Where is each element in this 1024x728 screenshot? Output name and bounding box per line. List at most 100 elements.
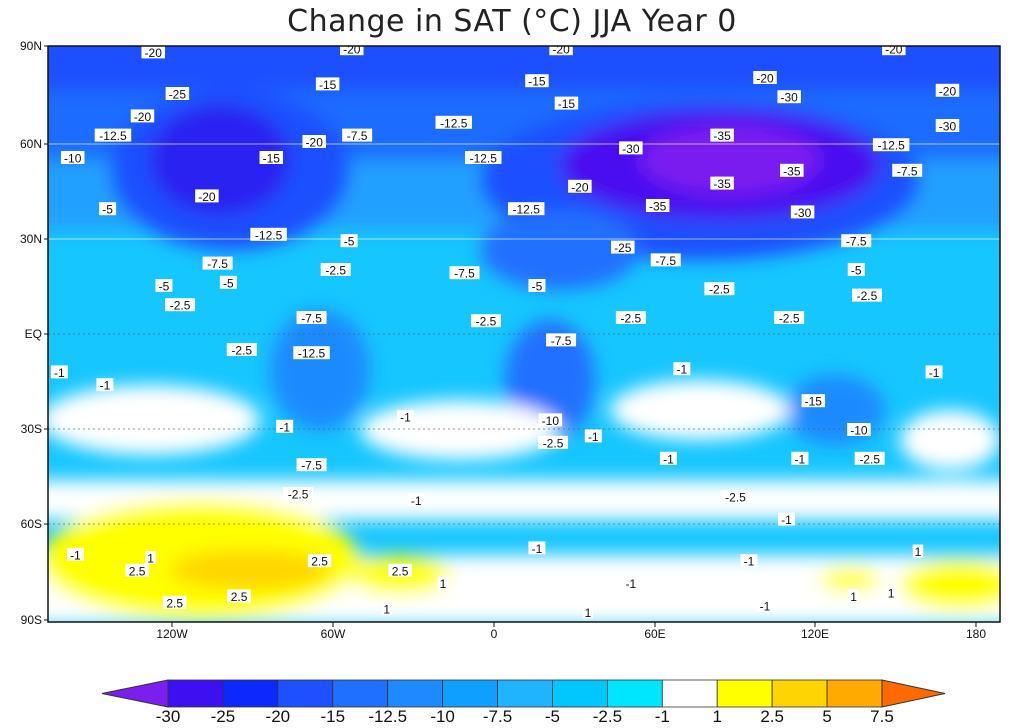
contour-label-text: -2.5 [725,491,746,505]
contour-label: -1 [925,365,943,380]
contour-label-text: -7.5 [347,129,368,143]
contour-label: -10 [847,423,871,438]
contour-label-text: -1 [929,366,940,380]
contour-label-text: -15 [805,395,823,409]
contour-label: -1 [96,378,114,393]
contour-label: -2.5 [720,490,751,505]
contour-label-text: -20 [756,72,774,86]
contour-label-text: -35 [713,177,731,191]
contour-label: -15 [554,96,579,111]
contour-label-text: -12.5 [440,116,468,130]
contour-label: -7.5 [296,311,327,326]
contour-label: -15 [525,74,549,89]
contour-label: -30 [619,141,643,156]
contour-label: -7.5 [841,234,872,249]
contour-label-text: -20 [552,43,570,57]
contour-label: -5 [528,279,546,294]
colorbar-swatch [167,679,224,708]
contour-label-text: -30 [622,142,640,156]
contour-label: 1 [885,586,897,601]
contour-label: -12.5 [250,227,287,242]
contour-label: 1 [437,576,449,591]
axes: 90N 60N 30N EQ 30S 60S 90S 120W 60W 0 60E 120E 180 [20,39,986,641]
contour-label-text: 2.5 [231,590,248,604]
contour-label: -20 [568,179,592,194]
contour-label-text: -5 [102,203,113,217]
contour-label: 2.5 [227,589,251,604]
contour-label-text: -7.5 [454,267,475,281]
contour-label-text: -2.5 [621,312,642,326]
contour-label: -20 [935,83,960,98]
contour-label: -12.5 [435,115,472,130]
contour-label-text: -25 [614,241,632,255]
contour-label: -30 [777,90,801,105]
colorbar-high-arrow [881,679,946,708]
contour-label-text: -2.5 [857,289,878,303]
colorbar-tick-label: 5 [822,707,831,726]
colorbar-tick-label: -12.5 [368,707,407,726]
contour-label: -20 [130,109,155,124]
colorbar-swatch [771,679,828,708]
contour-label-text: -20 [306,136,324,150]
contour-label-text: -15 [558,97,576,111]
colorbar-tick-label: -15 [320,707,345,726]
contour-label: -1 [50,365,68,380]
contour-label-text: -30 [780,91,798,105]
colorbar-tick-label: -10 [430,707,455,726]
contour-label-text: -15 [319,78,337,92]
colorbar-swatch [332,679,389,708]
contour-label-text: -1 [70,548,81,562]
contour-label: -1 [659,451,677,466]
contour-label-text: -1 [781,513,792,527]
contour-label-text: -1 [760,600,771,614]
contour-label-text: -1 [100,379,111,393]
lat-tick-label: 90S [21,613,42,627]
contour-label-text: -12.5 [99,129,127,143]
contour-label: -25 [611,240,635,255]
contour-label-text: -2.5 [543,436,564,450]
contour-label-text: -1 [744,555,755,569]
contour-label-text: -1 [54,366,65,380]
lat-tick-label: 60N [20,137,42,151]
contour-label: 1 [912,544,924,559]
contour-label-text: -12.5 [470,152,498,166]
contour-label: -2.5 [854,451,885,466]
contour-label: -20 [302,135,326,150]
contour-label: -7.5 [296,458,327,473]
contour-label-text: 1 [888,587,895,601]
colorbar-tick-label: -30 [156,707,181,726]
contour-label-text: -12.5 [877,139,905,153]
contour-label-text: -7.5 [551,334,572,348]
contour-label-text: 2.5 [129,564,146,578]
contour-label-text: -12.5 [513,203,541,217]
contour-label: -12.5 [507,202,545,217]
contour-label-text: 1 [440,577,447,591]
contour-label: -15 [801,394,826,409]
contour-label-text: -1 [663,452,674,466]
contour-label: -1 [622,576,640,591]
contour-label-text: -20 [939,84,957,98]
colorbar-swatch [222,679,279,708]
contour-label-text: -5 [344,235,355,249]
contour-label-text: -2.5 [779,312,800,326]
colorbar-swatch [277,679,334,708]
contour-label-text: -25 [169,88,187,102]
contour-label-text: -7.5 [207,257,228,271]
contour-label-text: -1 [532,542,543,556]
contour-label: -2.5 [226,343,257,358]
contour-label: -1 [791,451,809,466]
contour-label-text: -1 [588,430,599,444]
contour-label-text: -12.5 [298,347,326,361]
contour-label: -1 [66,547,84,562]
lat-tick-label: 90N [20,39,42,53]
contour-label: -25 [165,87,190,102]
contour-label: -1 [396,410,414,425]
contour-label-text: -7.5 [301,459,322,473]
contour-label: -20 [340,46,364,57]
contour-label: -12.5 [94,128,132,143]
contour-label-text: -5 [851,264,862,278]
colorbar-tick-label: -7.5 [483,707,512,726]
contour-label: -12.5 [465,151,502,166]
contour-label: -20 [549,43,573,57]
